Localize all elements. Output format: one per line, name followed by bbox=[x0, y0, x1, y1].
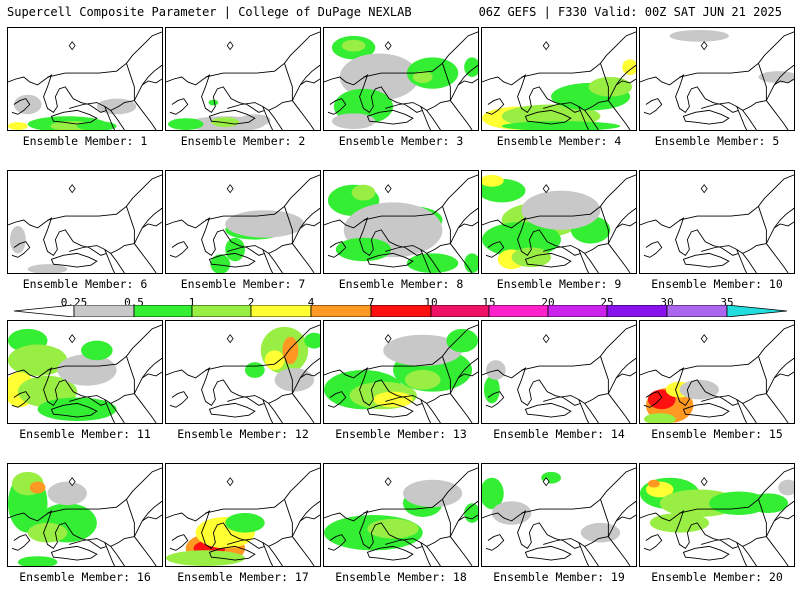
member-map-panel bbox=[481, 320, 637, 424]
colorbar-segment bbox=[310, 305, 372, 317]
colorbar-segment bbox=[666, 305, 728, 317]
member-map-panel bbox=[165, 27, 321, 131]
member-map bbox=[166, 31, 320, 130]
member-map bbox=[166, 324, 320, 423]
colorbar-tick-label: 2 bbox=[247, 296, 255, 309]
member-map bbox=[640, 174, 794, 273]
member-map bbox=[8, 324, 162, 423]
colorbar-segment bbox=[133, 305, 193, 317]
member-map bbox=[482, 31, 636, 130]
member-map bbox=[482, 467, 636, 566]
member-label: Ensemble Member: 17 bbox=[177, 570, 309, 584]
colorbar-segment bbox=[488, 305, 549, 317]
member-map-panel bbox=[323, 170, 479, 274]
member-map bbox=[166, 174, 320, 273]
member-map bbox=[324, 31, 478, 130]
member-label: Ensemble Member: 10 bbox=[651, 277, 783, 291]
colorbar-segment bbox=[430, 305, 490, 317]
colorbar-tick-label: 1 bbox=[188, 296, 196, 309]
colorbar-segment bbox=[370, 305, 432, 317]
member-map-panel bbox=[7, 463, 163, 567]
member-map-panel bbox=[7, 27, 163, 131]
member-label: Ensemble Member: 6 bbox=[22, 277, 148, 291]
member-map bbox=[482, 174, 636, 273]
member-label: Ensemble Member: 16 bbox=[19, 570, 151, 584]
member-map bbox=[8, 467, 162, 566]
member-label: Ensemble Member: 7 bbox=[180, 277, 306, 291]
colorbar-segment bbox=[250, 305, 312, 317]
member-label: Ensemble Member: 2 bbox=[180, 134, 306, 148]
member-map-panel bbox=[639, 170, 795, 274]
member-map bbox=[8, 31, 162, 130]
member-map-panel bbox=[323, 27, 479, 131]
member-map-panel bbox=[7, 320, 163, 424]
member-label: Ensemble Member: 5 bbox=[654, 134, 780, 148]
member-map bbox=[640, 467, 794, 566]
member-map-panel bbox=[639, 320, 795, 424]
member-map-panel bbox=[323, 320, 479, 424]
member-map bbox=[324, 174, 478, 273]
colorbar-segment bbox=[191, 305, 252, 317]
member-map bbox=[324, 467, 478, 566]
member-label: Ensemble Member: 18 bbox=[335, 570, 467, 584]
member-label: Ensemble Member: 14 bbox=[493, 427, 625, 441]
member-label: Ensemble Member: 9 bbox=[496, 277, 622, 291]
member-map-panel bbox=[481, 463, 637, 567]
member-map-panel bbox=[165, 463, 321, 567]
member-label: Ensemble Member: 19 bbox=[493, 570, 625, 584]
member-map bbox=[324, 324, 478, 423]
colorbar bbox=[13, 305, 788, 317]
member-map bbox=[8, 174, 162, 273]
member-label: Ensemble Member: 20 bbox=[651, 570, 783, 584]
member-label: Ensemble Member: 4 bbox=[496, 134, 622, 148]
member-map bbox=[640, 29, 794, 130]
member-label: Ensemble Member: 1 bbox=[22, 134, 148, 148]
colorbar-tick-label: 4 bbox=[307, 296, 315, 309]
member-label: Ensemble Member: 3 bbox=[338, 134, 464, 148]
member-label: Ensemble Member: 8 bbox=[338, 277, 464, 291]
member-map-panel bbox=[639, 463, 795, 567]
member-map-panel bbox=[481, 27, 637, 131]
member-map-panel bbox=[165, 170, 321, 274]
member-map bbox=[640, 324, 794, 423]
member-label: Ensemble Member: 13 bbox=[335, 427, 467, 441]
member-map-panel bbox=[481, 170, 637, 274]
colorbar-tick-label: 7 bbox=[367, 296, 375, 309]
map-title: Supercell Composite Parameter | College … bbox=[7, 5, 412, 19]
colorbar-segment bbox=[547, 305, 608, 317]
member-map-panel bbox=[165, 320, 321, 424]
member-map-panel bbox=[639, 27, 795, 131]
colorbar-segment bbox=[73, 305, 135, 317]
member-map bbox=[166, 467, 320, 566]
member-map bbox=[482, 324, 636, 423]
member-label: Ensemble Member: 15 bbox=[651, 427, 783, 441]
member-label: Ensemble Member: 12 bbox=[177, 427, 309, 441]
run-info: 06Z GEFS | F330 Valid: 00Z SAT JUN 21 20… bbox=[478, 5, 782, 19]
colorbar-segment bbox=[606, 305, 668, 317]
member-map-panel bbox=[7, 170, 163, 274]
member-map-panel bbox=[323, 463, 479, 567]
member-label: Ensemble Member: 11 bbox=[19, 427, 151, 441]
